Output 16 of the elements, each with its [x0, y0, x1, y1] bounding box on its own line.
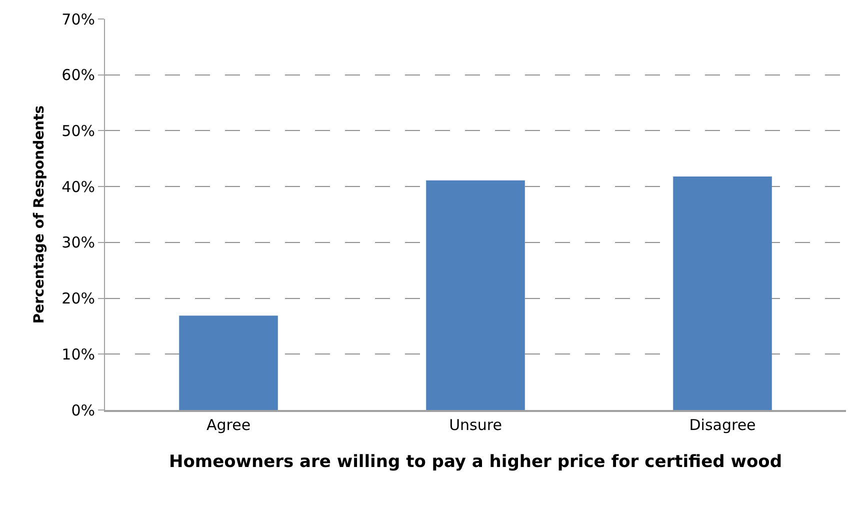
x-axis-title: Homeowners are willing to pay a higher price for certified wood [168, 452, 782, 472]
y-axis-title: Percentage of Respondents [31, 105, 48, 324]
y-tick-label: 30% [62, 234, 95, 252]
bar [426, 180, 525, 410]
bar [673, 176, 772, 410]
y-tick-label: 40% [62, 178, 95, 196]
y-tick-label: 20% [62, 290, 95, 308]
y-tick-label: 70% [62, 10, 95, 28]
y-tick-label: 50% [62, 122, 95, 140]
y-tick-label: 0% [71, 401, 95, 420]
y-tick-label: 10% [62, 345, 95, 364]
y-tick-label: 60% [62, 66, 95, 84]
x-tick-label: Unsure [449, 416, 502, 434]
x-tick-label: Agree [206, 416, 251, 434]
bar [179, 316, 278, 410]
x-tick-label: Disagree [689, 416, 756, 434]
